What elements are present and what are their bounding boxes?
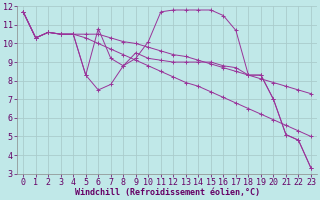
X-axis label: Windchill (Refroidissement éolien,°C): Windchill (Refroidissement éolien,°C): [75, 188, 260, 197]
